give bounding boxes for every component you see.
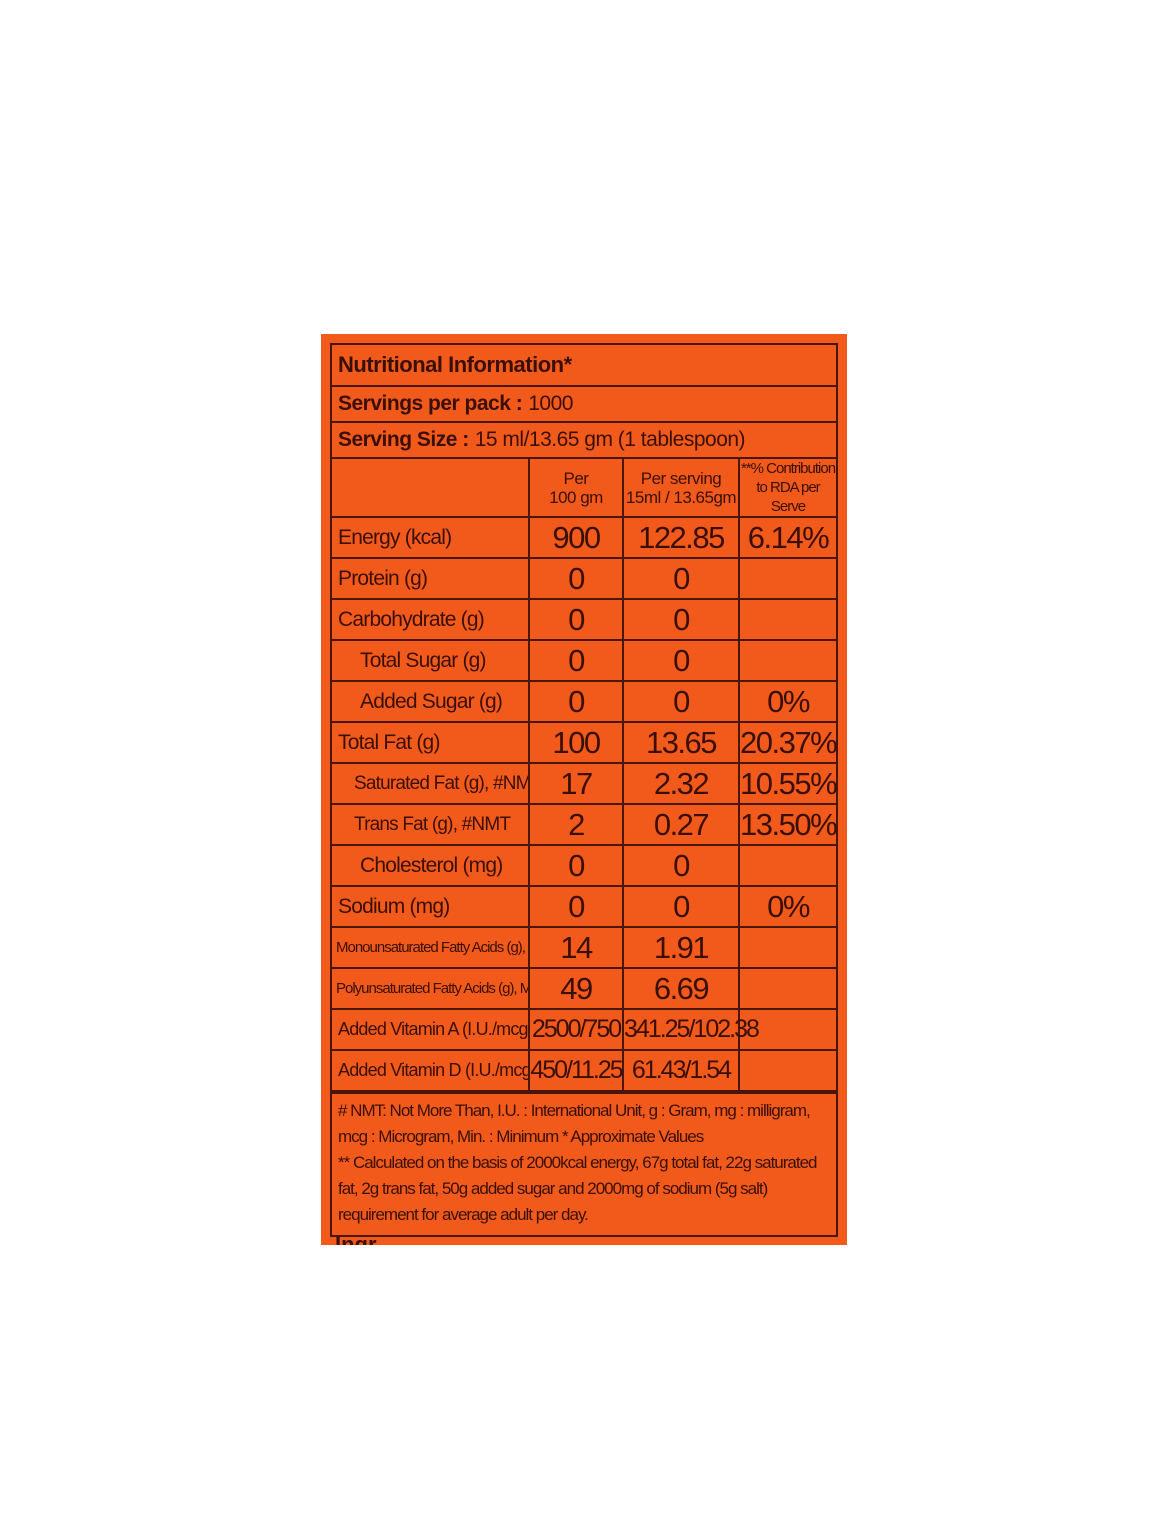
rda-value: 6.14% (738, 516, 836, 559)
rda-value: 20.37% (738, 721, 838, 764)
per-100-value: 0 (528, 639, 624, 682)
rda-value: 0% (738, 885, 836, 928)
rda-value (738, 598, 836, 641)
nutrient-name: Energy (kcal) (332, 516, 530, 559)
table-header: Per 100 gm Per serving 15ml / 13.65gm **… (332, 459, 836, 518)
per-100-value: 0 (528, 598, 624, 641)
per-serving-value: 61.43/1.54 (622, 1049, 740, 1092)
nutrient-row: Added Vitamin D (I.U./mcg) 450/11.25 61.43… (332, 1049, 836, 1092)
per-serving-value: 341.25/102.38 (622, 1008, 760, 1051)
nutrient-name: Protein (g) (332, 557, 530, 600)
nutrient-row: Total Sugar (g) 0 0 (332, 639, 836, 682)
nutrient-row: Sodium (mg) 0 0 0% (332, 885, 836, 928)
nutrient-row: Monounsaturated Fatty Acids (g), Min.141… (332, 926, 836, 969)
per-100-value: 900 (528, 516, 624, 559)
nutrient-name: Cholesterol (mg) (332, 844, 530, 887)
per-100-value: 2 (528, 803, 624, 846)
per-serving-value: 122.85 (622, 516, 740, 559)
nutrient-name: Total Fat (g) (332, 721, 530, 764)
header-per-serving: Per serving 15ml / 13.65gm (622, 459, 740, 518)
per-100-value: 100 (528, 721, 624, 764)
label-title: Nutritional Information* (332, 345, 836, 387)
nutrient-name: Carbohydrate (g) (332, 598, 530, 641)
per-serving-value: 2.32 (622, 762, 740, 805)
servings-value: 1000 (528, 392, 573, 415)
nutrient-name: Saturated Fat (g), #NMT (332, 762, 530, 805)
per-serving-value: 0 (622, 885, 740, 928)
rda-value: 0% (738, 680, 836, 723)
nutrient-name: Added Vitamin A (I.U./mcg) (332, 1008, 530, 1051)
servings-per-pack: Servings per pack : 1000 (332, 387, 836, 423)
rda-value: 10.55% (738, 762, 838, 805)
rda-value (738, 639, 836, 682)
rda-value (738, 1049, 836, 1092)
nutrient-name: Added Sugar (g) (332, 680, 530, 723)
footnotes: # NMT: Not More Than, I.U. : Internation… (332, 1092, 836, 1232)
nutrient-name: Polyunsaturated Fatty Acids (g), Min. (332, 967, 530, 1010)
per-100-value: 0 (528, 885, 624, 928)
nutrient-row: Added Sugar (g) 0 0 0% (332, 680, 836, 723)
nutrient-row: Carbohydrate (g) 0 0 (332, 598, 836, 641)
nutrient-row: Total Fat (g) 100 13.65 20.37% (332, 721, 838, 764)
rda-value (738, 844, 836, 887)
serving-size: Serving Size : 15 ml/13.65 gm (1 tablesp… (332, 423, 836, 459)
nutrient-row: Saturated Fat (g), #NMT 17 2.32 10.55% (332, 762, 838, 805)
per-serving-value: 0 (622, 639, 740, 682)
nutrient-name: Total Sugar (g) (332, 639, 530, 682)
nutrition-label-panel: Nutritional Information* Servings per pa… (321, 334, 847, 1245)
nutrient-row: Energy (kcal) 900 122.85 6.14% (332, 516, 836, 559)
nutrient-table: Per 100 gm Per serving 15ml / 13.65gm **… (332, 459, 838, 1092)
per-serving-value: 0.27 (622, 803, 740, 846)
per-serving-value: 0 (622, 680, 740, 723)
nutrient-row: Polyunsaturated Fatty Acids (g), Min. 49 6… (332, 967, 836, 1010)
per-100-value: 0 (528, 844, 624, 887)
nutrient-row: Trans Fat (g), #NMT 2 0.27 13.50% (332, 803, 838, 846)
serving-size-label: Serving Size : (338, 428, 469, 451)
serving-size-value: 15 ml/13.65 gm (1 tablespoon) (474, 428, 746, 451)
nutrient-name: Sodium (mg) (332, 885, 530, 928)
servings-label: Servings per pack : (338, 392, 523, 415)
per-100-value: 49 (528, 967, 624, 1010)
nutrient-name: Monounsaturated Fatty Acids (g), Min. (332, 926, 530, 969)
per-100-value: 14 (528, 926, 624, 969)
rda-value (738, 967, 836, 1010)
rda-value (738, 1008, 836, 1051)
rda-value (738, 926, 836, 969)
per-100-value: 0 (528, 557, 624, 600)
per-100-value: 450/11.25 (528, 1049, 624, 1092)
per-serving-value: 6.69 (622, 967, 740, 1010)
per-100-value: 0 (528, 680, 624, 723)
per-serving-value: 0 (622, 844, 740, 887)
footnote-abbreviations: # NMT: Not More Than, I.U. : Internation… (338, 1101, 811, 1146)
nutrient-row: Protein (g) 0 0 (332, 557, 836, 600)
ingredients-cutoff: Ingr (335, 1232, 377, 1245)
per-serving-value: 1.91 (622, 926, 740, 969)
rda-value: 13.50% (738, 803, 838, 846)
header-blank (332, 459, 530, 518)
nutrient-row: Cholesterol (mg) 0 0 (332, 844, 836, 887)
nutrition-table-box: Nutritional Information* Servings per pa… (330, 343, 838, 1237)
nutrient-row: Added Vitamin A (I.U./mcg) 2500/750 341.25… (332, 1008, 836, 1051)
rda-value (738, 557, 836, 600)
header-per-100: Per 100 gm (528, 459, 624, 518)
per-serving-value: 0 (622, 598, 740, 641)
nutrient-name: Trans Fat (g), #NMT (332, 803, 530, 846)
nutrient-name: Added Vitamin D (I.U./mcg) (332, 1049, 530, 1092)
per-100-value: 2500/750 (528, 1008, 624, 1051)
per-100-value: 17 (528, 762, 624, 805)
header-rda: **% Contribution to RDA per Serve (738, 459, 836, 518)
per-serving-value: 0 (622, 557, 740, 600)
footnote-rda-basis: ** Calculated on the basis of 2000kcal e… (338, 1153, 818, 1224)
per-serving-value: 13.65 (622, 721, 740, 764)
